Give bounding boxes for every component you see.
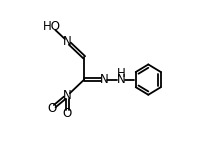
Text: N: N xyxy=(63,89,72,102)
Text: H: H xyxy=(116,67,125,80)
Text: HO: HO xyxy=(43,20,61,33)
Text: N: N xyxy=(116,73,125,86)
Text: N: N xyxy=(63,35,72,48)
Text: N: N xyxy=(100,73,108,86)
Text: O: O xyxy=(47,102,57,115)
Text: O: O xyxy=(63,107,72,120)
